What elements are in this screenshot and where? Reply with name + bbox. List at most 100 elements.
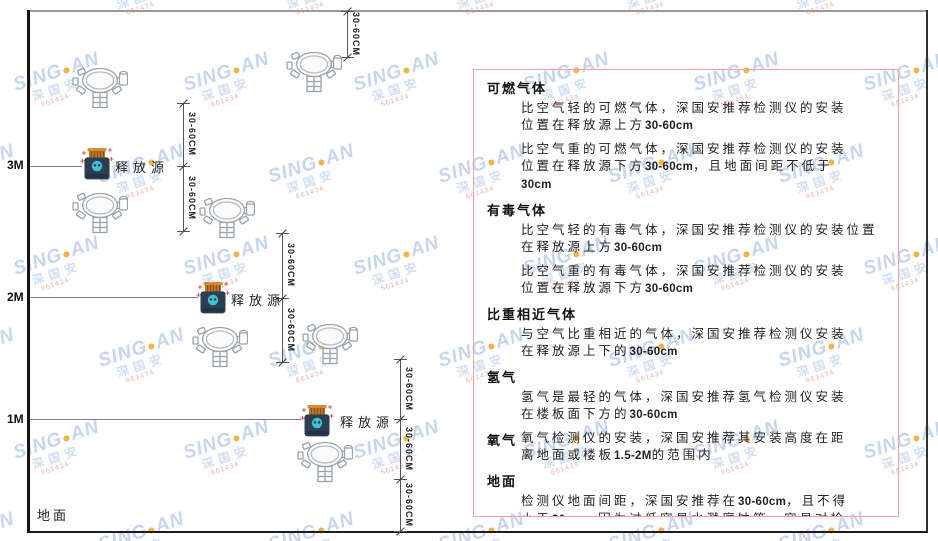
watermark-brand-text: SING●AN — [10, 232, 102, 280]
watermark-brand-left: SING — [10, 244, 66, 280]
paragraph-line: 位置在释放源下方30-60cm — [521, 281, 694, 295]
watermark-brand-text: SING●AN — [96, 508, 187, 541]
watermark-cjk-text: 深国安 — [370, 258, 424, 288]
paragraph-line: 在楼板面下方的30-60cm — [521, 407, 678, 421]
watermark-brand-left: SING — [350, 60, 406, 96]
level-line — [30, 297, 198, 298]
guide-section: 氧气 氧气检测仪的安装，深国安推荐其安装高度在距 离地面或楼板1.5-2M的范围内 — [474, 430, 898, 465]
axis-label-3m: 3M — [7, 158, 24, 172]
watermark-dot-icon: ● — [484, 520, 499, 539]
watermark-dot-icon: ● — [399, 60, 414, 79]
paragraph-line: 位置在释放源上方30-60cm — [521, 118, 694, 132]
watermark-brand-text: SING●AN — [180, 48, 273, 96]
section-paragraph: 与空气比重相近的气体，深国安推荐检测仪安装 在释放源上下的30-60cm — [521, 326, 898, 361]
section-heading: 地面 — [487, 474, 518, 489]
paragraph-line: 与空气比重相近的气体，深国安推荐检测仪安装 — [521, 327, 847, 341]
watermark-brand-text: SING●AN — [0, 0, 17, 4]
paragraph-line: 离地面或楼板1.5-2M的范围内 — [521, 448, 714, 462]
section-heading: 可燃气体 — [487, 81, 548, 96]
watermark-code-text: 661434 — [125, 0, 156, 17]
dimension-label: 30-60CM — [404, 366, 414, 411]
watermark-brand-left: SING — [350, 244, 406, 280]
watermark-brand-text: SING●AN — [11, 416, 103, 464]
watermark-brand-left: SING — [96, 0, 150, 4]
gas-detector-icon — [302, 322, 359, 371]
release-source-icon — [196, 281, 230, 320]
watermark-code-text: 661434 — [380, 276, 411, 293]
section-paragraph: 比空气轻的可燃气体，深国安推荐检测仪的安装 位置在释放源上方30-60cm — [521, 100, 898, 135]
installation-guide-panel: 可燃气体比空气轻的可燃气体，深国安推荐检测仪的安装 位置在释放源上方30-60cm… — [473, 69, 899, 517]
watermark-code-text: 661434 — [40, 460, 71, 477]
watermark-code-text: 661434 — [40, 276, 71, 293]
right-frame-line — [926, 10, 928, 533]
watermark-brand-right: AN — [322, 140, 358, 170]
watermark-dot-icon: ● — [314, 152, 329, 171]
level-line — [30, 419, 301, 420]
watermark-brand-right: AN — [407, 232, 443, 262]
watermark-cjk-text: 深国安 — [0, 344, 21, 379]
watermark-brand-right: AN — [0, 508, 18, 538]
watermark-brand-left: SING — [436, 0, 490, 4]
guide-section: 地面检测仪地面间距，深国安推荐在30-60cm，且不得小于30cm，因为过低容易… — [474, 471, 898, 516]
watermark-cjk-text: 深国安 — [0, 0, 21, 11]
watermark-brand-text: SING●AN — [436, 0, 527, 4]
level-line — [30, 166, 82, 167]
watermark-brand-text: SING●AN — [350, 232, 443, 280]
watermark-dot-icon: ● — [909, 428, 924, 447]
paragraph-line: 比空气重的可燃气体，深国安推荐检测仪的安装 — [521, 142, 847, 156]
gas-detector-icon — [297, 440, 354, 489]
paragraph-line: 比空气轻的可燃气体，深国安推荐检测仪的安装 — [521, 101, 847, 115]
watermark-dot-icon: ● — [824, 520, 839, 539]
watermark-brand-text: SING●AN — [606, 0, 697, 4]
wall-axis-line — [27, 10, 30, 533]
watermark-code-text: 661434 — [0, 172, 23, 200]
watermark-brand-text: SING●AN — [0, 324, 17, 372]
gas-detector-icon — [72, 66, 129, 115]
watermark-brand-right: AN — [67, 416, 103, 446]
release-source-icon — [80, 147, 114, 186]
watermark-brand-left: SING — [180, 60, 236, 96]
watermark-brand-right: AN — [237, 48, 273, 78]
watermark-code-text: 661434 — [805, 0, 836, 17]
release-source-label: 释放源 — [115, 160, 170, 175]
section-paragraph: 氧气检测仪的安装，深国安推荐其安装高度在距 离地面或楼板1.5-2M的范围内 — [521, 430, 898, 465]
watermark-dot-icon: ● — [229, 244, 244, 263]
release-source-icon — [300, 404, 334, 443]
watermark-dot-icon: ● — [59, 244, 74, 263]
paragraph-line: 氢气是最轻的气体，深国安推荐氢气检测仪安装 — [521, 390, 847, 404]
paragraph-line: 比空气轻的有毒气体，深国安推荐检测仪的安装位置 — [521, 223, 878, 237]
watermark-brand-left: SING — [95, 336, 151, 372]
dimension-label: 30-60CM — [404, 482, 414, 527]
axis-label-1m: 1M — [7, 412, 24, 426]
dimension-label: 30-60CM — [187, 112, 197, 157]
paragraph-line: 氧气检测仪的安装，深国安推荐其安装高度在距 — [521, 431, 847, 445]
watermark-brand-left: SING — [606, 0, 660, 4]
watermark-dot-icon: ● — [654, 520, 669, 539]
dimension-label: 30-60CM — [404, 426, 414, 471]
section-paragraph: 比空气重的有毒气体，深国安推荐检测仪的安装 位置在释放源下方30-60cm — [521, 263, 898, 298]
section-paragraph: 比空气轻的有毒气体，深国安推荐检测仪的安装位置 在释放源上方30-60cm — [521, 222, 898, 257]
watermark-dot-icon: ● — [144, 520, 159, 539]
watermark-dot-icon: ● — [314, 520, 329, 539]
watermark-code-text: 661434 — [635, 0, 666, 17]
paragraph-line: 位置在释放源下方30-60cm，且地面间距不低于 — [521, 159, 833, 173]
guide-section: 氢气 氢气是最轻的气体，深国安推荐氢气检测仪安装 在楼板面下方的30-60cm — [474, 367, 898, 424]
gas-detector-icon — [72, 191, 129, 240]
dimension-label: 30-60CM — [187, 176, 197, 221]
watermark-brand-left: SING — [266, 0, 320, 4]
watermark-dot-icon: ● — [229, 60, 244, 79]
watermark-brand-left: SING — [10, 60, 66, 96]
dimension-label: 30-60CM — [286, 243, 296, 288]
watermark-brand-right: AN — [407, 48, 443, 78]
gas-detector-icon — [286, 50, 343, 99]
watermark-dot-icon: ● — [909, 244, 924, 263]
watermark-cjk-text: 深国安 — [115, 350, 169, 380]
